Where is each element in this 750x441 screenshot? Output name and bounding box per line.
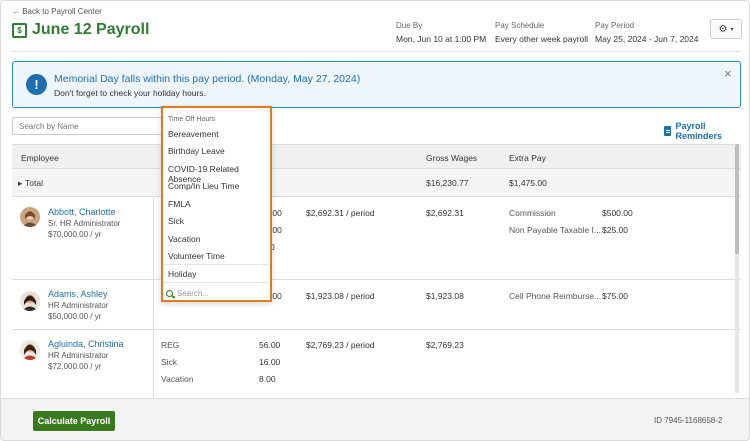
due-by-value: Mon, Jun 10 at 1:00 PM bbox=[396, 34, 487, 44]
dropdown-item-holiday[interactable]: Holiday bbox=[168, 269, 197, 279]
employee-name-link[interactable]: Adams, Ashley bbox=[48, 289, 108, 299]
employee-column-divider bbox=[153, 197, 154, 398]
alert-subtitle: Don't forget to check your holiday hours… bbox=[54, 88, 206, 98]
pay-schedule-value: Every other week payroll bbox=[495, 34, 589, 44]
clipboard-icon bbox=[664, 126, 672, 136]
alert-title: Memorial Day falls within this pay perio… bbox=[54, 73, 361, 85]
rate-per-period: $1,923.08 / period bbox=[306, 291, 375, 301]
pay-period-label: Pay Period bbox=[595, 21, 635, 30]
column-employee: Employee bbox=[21, 153, 59, 163]
dropdown-item-comp-time[interactable]: Comp/In Lieu Time bbox=[168, 181, 240, 191]
avatar bbox=[20, 291, 40, 311]
payroll-reminders-link[interactable]: Payroll Reminders bbox=[664, 121, 749, 141]
employee-role: HR Administrator bbox=[48, 301, 109, 310]
search-by-name-input[interactable] bbox=[12, 117, 162, 135]
total-extra-pay: $1,475.00 bbox=[509, 178, 547, 188]
employee-role: HR Administrator bbox=[48, 351, 109, 360]
footer-bar bbox=[1, 398, 749, 440]
pay-period-block: Pay Period May 25, 2024 - Jun 7, 2024 bbox=[595, 21, 699, 44]
dropdown-item-bereavement[interactable]: Bereavement bbox=[168, 129, 219, 139]
employee-name-link[interactable]: Agluinda, Christina bbox=[48, 339, 124, 349]
extra-pay-label: Cell Phone Reimburse... bbox=[509, 291, 602, 301]
rate-per-period: $2,769.23 / period bbox=[306, 340, 375, 350]
gross-wages: $2,692.31 bbox=[426, 208, 464, 218]
rate-per-period: $2,692.31 / period bbox=[306, 208, 375, 218]
pay-period-value: May 25, 2024 - Jun 7, 2024 bbox=[595, 34, 699, 44]
hours-value[interactable]: .00 bbox=[270, 208, 282, 218]
gross-wages: $2,769.23 bbox=[426, 340, 464, 350]
exclamation-icon: ! bbox=[26, 74, 47, 95]
table-scroll-thumb[interactable] bbox=[735, 144, 739, 254]
employee-salary: $70,000.00 / yr bbox=[48, 230, 102, 239]
holiday-alert: ! Memorial Day falls within this pay per… bbox=[12, 61, 741, 108]
dropdown-item-sick[interactable]: Sick bbox=[168, 216, 185, 226]
dropdown-item-volunteer-time[interactable]: Volunteer Time bbox=[168, 251, 225, 261]
dropdown-divider bbox=[163, 264, 270, 265]
page-title-text: June 12 Payroll bbox=[32, 21, 150, 38]
extra-pay-label: Non Payable Taxable I... bbox=[509, 225, 601, 235]
caret-down-icon: ▾ bbox=[730, 26, 734, 33]
due-by-block: Due By Mon, Jun 10 at 1:00 PM bbox=[396, 21, 486, 44]
extra-pay-label: Commission bbox=[509, 208, 556, 218]
dropdown-item-vacation[interactable]: Vacation bbox=[168, 234, 201, 244]
time-off-hours-dropdown: Time Off Hours Bereavement Birthday Leav… bbox=[161, 106, 272, 302]
dropdown-divider bbox=[163, 282, 270, 283]
employee-salary: $72,000.00 / yr bbox=[48, 362, 102, 371]
search-icon bbox=[166, 289, 173, 297]
close-icon[interactable]: × bbox=[724, 66, 732, 81]
employee-role: Sr. HR Administrator bbox=[48, 219, 121, 228]
employee-name-link[interactable]: Abbott, Charlotte bbox=[48, 207, 116, 217]
payroll-reminders-label: Payroll Reminders bbox=[675, 121, 722, 141]
hours-value[interactable]: 8.00 bbox=[259, 374, 276, 384]
page-title: $ June 12 Payroll bbox=[12, 21, 149, 39]
calculate-payroll-button[interactable]: Calculate Payroll bbox=[33, 411, 115, 431]
gear-icon: ⚙ bbox=[718, 23, 728, 35]
total-gross-wages: $16,230.77 bbox=[426, 178, 469, 188]
employee-salary: $50,000.00 / yr bbox=[48, 312, 102, 321]
due-by-label: Due By bbox=[396, 21, 423, 30]
dropdown-item-birthday-leave[interactable]: Birthday Leave bbox=[168, 146, 225, 156]
hours-value[interactable]: .00 bbox=[270, 291, 282, 301]
dropdown-item-fmla[interactable]: FMLA bbox=[168, 199, 191, 209]
table-row: Abbott, Charlotte Sr. HR Administrator $… bbox=[12, 197, 741, 280]
table-scrollbar[interactable] bbox=[735, 144, 739, 393]
dropdown-search-field[interactable]: Search... bbox=[166, 286, 268, 300]
hours-value[interactable]: 16.00 bbox=[259, 357, 281, 367]
dropdown-group-header: Time Off Hours bbox=[168, 116, 216, 123]
dropdown-search-placeholder: Search... bbox=[177, 288, 210, 298]
table-row: Agluinda, Christina HR Administrator $72… bbox=[12, 330, 741, 398]
payroll-id: ID 7945-1168658-2 bbox=[654, 416, 723, 425]
column-gross-wages: Gross Wages bbox=[426, 153, 478, 163]
back-to-payroll-center-link[interactable]: ← Back to Payroll Center bbox=[12, 7, 102, 16]
avatar bbox=[20, 207, 40, 227]
pay-schedule-label: Pay Schedule bbox=[495, 21, 545, 30]
table-header: Employee Gross Wages Extra Pay bbox=[12, 144, 741, 169]
pay-schedule-block: Pay Schedule Every other week payroll bbox=[495, 21, 588, 44]
table-row: Adams, Ashley HR Administrator $50,000.0… bbox=[12, 280, 741, 330]
calendar-dollar-icon: $ bbox=[12, 22, 27, 38]
hour-type-label: REG bbox=[161, 340, 180, 350]
settings-menu-button[interactable]: ⚙ ▾ bbox=[710, 19, 742, 39]
hour-type-label: Sick bbox=[161, 357, 178, 367]
hours-value[interactable]: 0 bbox=[270, 242, 275, 252]
extra-pay-amount: $75.00 bbox=[602, 291, 628, 301]
hour-type-label: Vacation bbox=[161, 374, 194, 384]
hours-value[interactable]: 56.00 bbox=[259, 340, 281, 350]
column-extra-pay: Extra Pay bbox=[509, 153, 546, 163]
header-divider bbox=[12, 51, 741, 52]
extra-pay-amount: $500.00 bbox=[602, 208, 633, 218]
total-label: Total bbox=[25, 178, 43, 188]
total-row[interactable]: ▸ Total $16,230.77 $1,475.00 bbox=[12, 169, 741, 197]
avatar bbox=[20, 340, 40, 360]
expand-total-icon[interactable]: ▸ bbox=[18, 178, 23, 188]
hours-value[interactable]: .00 bbox=[270, 225, 282, 235]
extra-pay-amount: $25.00 bbox=[602, 225, 628, 235]
gross-wages: $1,923.08 bbox=[426, 291, 464, 301]
dropdown-item-covid-absence[interactable]: COVID-19 Related Absence bbox=[168, 164, 239, 184]
